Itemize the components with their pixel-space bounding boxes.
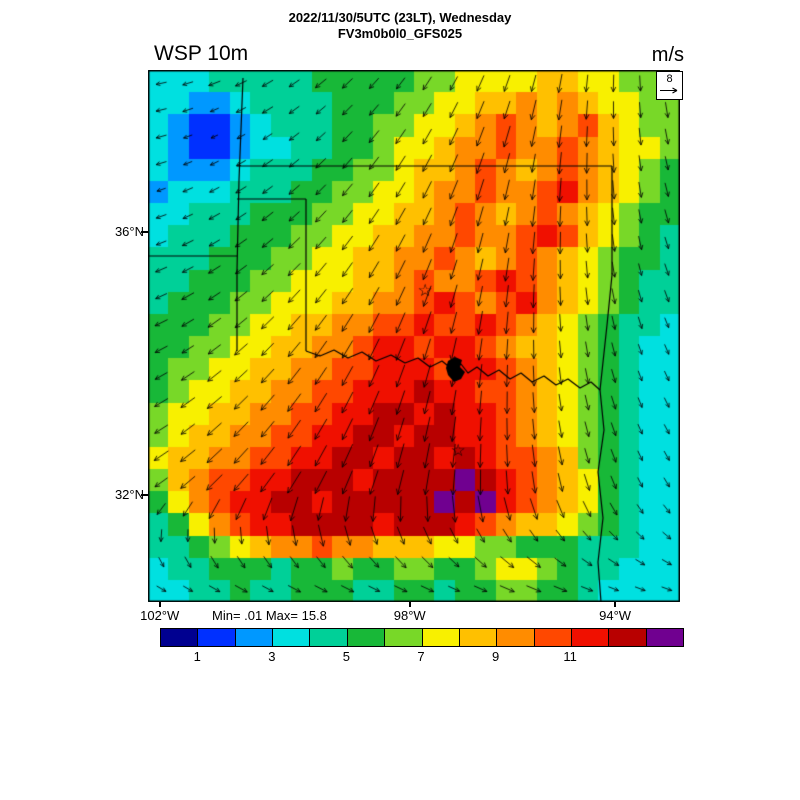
y-axis-tick-mark	[141, 494, 148, 497]
colorbar-tick-label: 5	[342, 649, 351, 664]
colorbar-segment	[385, 629, 423, 646]
min-max-stats: Min= .01 Max= 15.8	[212, 608, 327, 623]
colorbar-segment	[161, 629, 199, 646]
y-axis-tick-mark	[141, 231, 148, 234]
y-axis-tick-label: 32°N	[114, 487, 144, 503]
colorbar-segment	[273, 629, 311, 646]
figure-title-datetime: 2022/11/30/5UTC (23LT), Wednesday	[288, 10, 512, 25]
colorbar-segment	[609, 629, 647, 646]
colorbar-tick-label: 1	[193, 649, 201, 664]
colorbar-tick-label: 3	[268, 649, 276, 664]
colorbar-segment	[497, 629, 535, 646]
reference-vector-value: 8	[666, 73, 673, 85]
wind-speed-heatmap-canvas	[148, 70, 680, 602]
colorbar-segment	[534, 629, 572, 646]
x-axis-tick-mark	[158, 602, 161, 607]
colorbar-segment	[310, 629, 348, 646]
colorbar-tick-label: 9	[491, 649, 500, 664]
colorbar-tick-label: 7	[417, 649, 425, 664]
colorbar-segment	[459, 629, 498, 646]
x-axis-tick-label: 94°W	[599, 608, 632, 623]
x-axis-tick-mark	[408, 602, 411, 607]
colorbar-segment	[198, 629, 236, 646]
figure-title-model: FV3m0b0l0_GFS025	[337, 26, 463, 41]
x-axis-tick-mark	[614, 602, 617, 607]
colorbar	[160, 628, 684, 647]
reference-arrow-icon	[659, 87, 677, 94]
map-plot-area: 8	[148, 70, 683, 602]
colorbar-segment	[422, 629, 460, 646]
x-axis-tick-label: 98°W	[393, 608, 426, 623]
x-axis-tick-label: 102°W	[140, 608, 180, 623]
colorbar-labels: 1 3 5 7 9 11	[160, 649, 682, 665]
variable-label: WSP 10m	[154, 42, 249, 65]
colorbar-segment	[646, 629, 684, 646]
colorbar-segment	[235, 629, 274, 646]
colorbar-segment	[571, 629, 610, 646]
colorbar-tick-label: 11	[563, 649, 577, 664]
reference-vector-box: 8	[656, 71, 683, 100]
units-label: m/s	[651, 44, 684, 66]
y-axis-tick-label: 36°N	[114, 224, 144, 240]
colorbar-segment	[347, 629, 386, 646]
